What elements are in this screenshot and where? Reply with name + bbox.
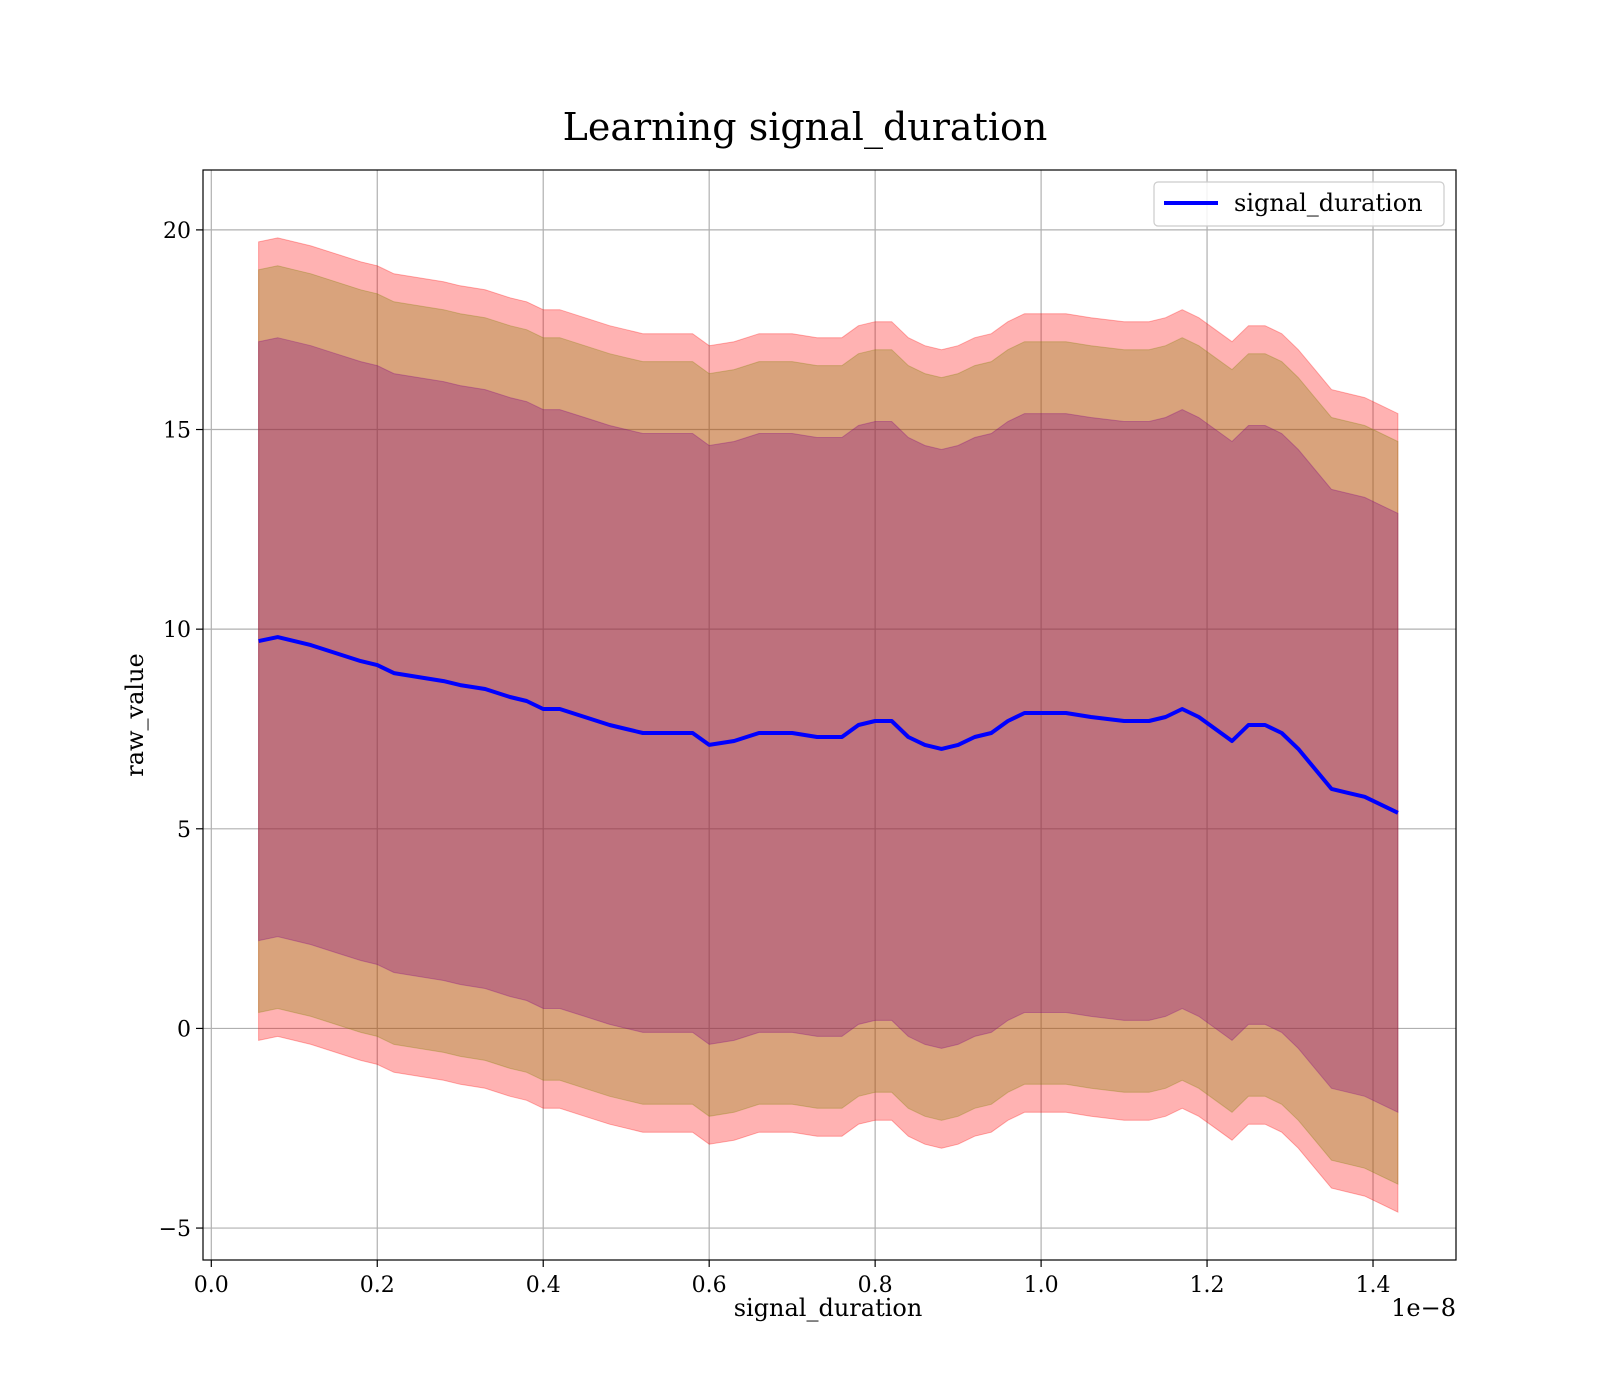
- y-tick-label: 0: [177, 1017, 191, 1042]
- x-tick-label: 1.0: [1024, 1273, 1059, 1298]
- y-tick-label: −5: [159, 1217, 191, 1242]
- confidence-bands: [258, 237, 1399, 1213]
- x-axis-offset-label: 1e−8: [1391, 1294, 1456, 1322]
- band-inner: [258, 337, 1399, 1114]
- x-tick-label: 1.2: [1190, 1273, 1225, 1298]
- y-axis-label: raw_value: [121, 653, 149, 777]
- legend: signal_duration: [1153, 181, 1445, 227]
- plot-frame: [202, 169, 1457, 1261]
- x-tick-label: 0.4: [526, 1273, 561, 1298]
- x-axis-label: signal_duration: [734, 1294, 923, 1322]
- series-lines: [258, 635, 1399, 815]
- x-axis-ticks: 0.0 0.2 0.4 0.6 0.8 1.0 1.2 1.4: [194, 1260, 1391, 1298]
- x-tick-label: 0.0: [194, 1273, 229, 1298]
- x-tick-label: 0.8: [858, 1273, 893, 1298]
- x-tick-label: 0.2: [360, 1273, 395, 1298]
- y-tick-label: 20: [163, 219, 191, 244]
- y-tick-label: 15: [163, 419, 191, 444]
- chart-title: Learning signal_duration: [563, 105, 1048, 150]
- y-tick-label: 10: [163, 618, 191, 643]
- y-tick-label: 5: [177, 818, 191, 843]
- series-line: [258, 635, 1399, 815]
- legend-box: [1153, 181, 1445, 227]
- band-middle: [258, 265, 1399, 1185]
- x-tick-label: 0.6: [692, 1273, 727, 1298]
- band-outer: [258, 237, 1399, 1213]
- y-axis-ticks: −5 0 5 10 15 20: [159, 219, 203, 1242]
- legend-label: signal_duration: [1234, 189, 1423, 217]
- x-tick-label: 1.4: [1356, 1273, 1391, 1298]
